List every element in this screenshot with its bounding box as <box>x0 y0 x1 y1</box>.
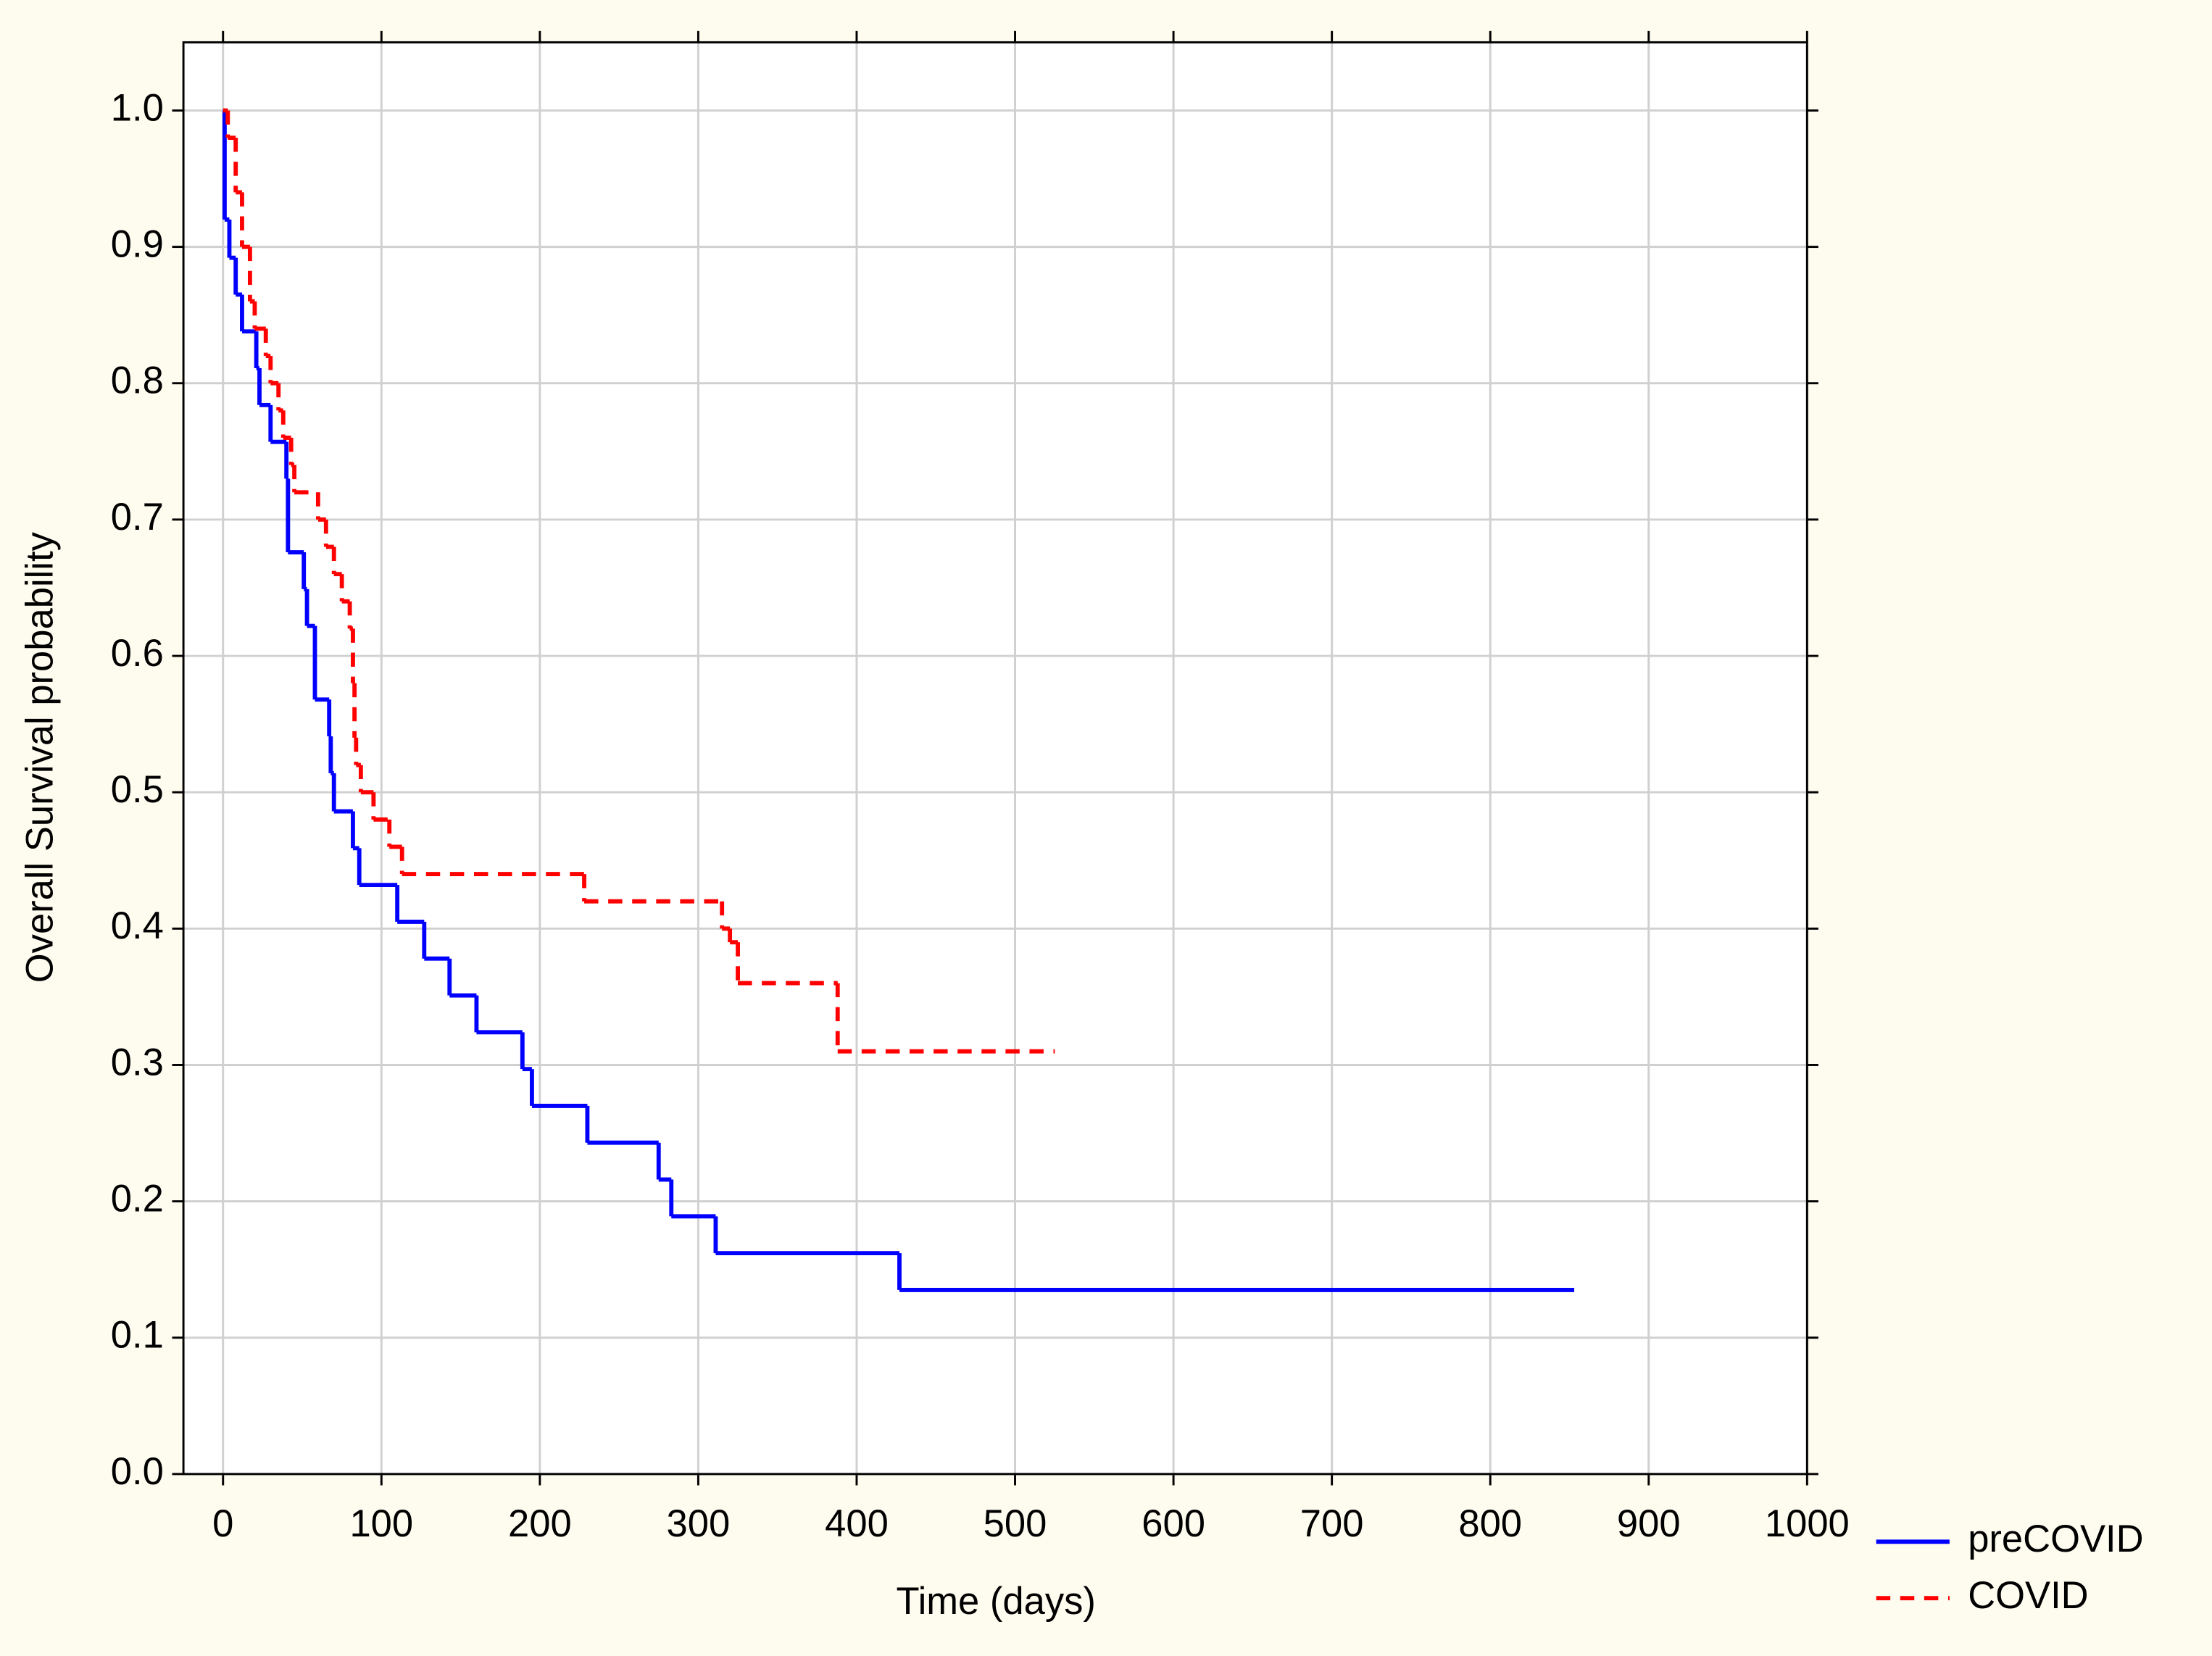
x-tick-label: 500 <box>984 1502 1047 1545</box>
y-tick-label: 0.4 <box>111 904 164 947</box>
x-tick-label: 300 <box>667 1502 731 1545</box>
x-tick-label: 700 <box>1300 1502 1364 1545</box>
x-tick-label: 1000 <box>1765 1502 1850 1545</box>
y-tick-label: 0.9 <box>111 222 164 265</box>
y-tick-label: 1.0 <box>111 86 164 129</box>
plot-frame <box>182 41 1808 1476</box>
plot-area <box>183 42 1808 1474</box>
y-tick-label: 0.0 <box>111 1450 164 1493</box>
x-tick-label: 800 <box>1458 1502 1522 1545</box>
y-tick-label: 0.3 <box>111 1041 164 1083</box>
legend: preCOVID COVID <box>1876 1518 2144 1617</box>
legend-label: preCOVID <box>1968 1518 2143 1560</box>
x-tick-label: 200 <box>508 1502 572 1545</box>
x-axis-label: Time (days) <box>896 1580 1095 1623</box>
x-tick-label: 600 <box>1142 1502 1205 1545</box>
legend-label: COVID <box>1968 1574 2088 1617</box>
x-tick-label: 100 <box>349 1502 413 1545</box>
y-tick-label: 0.7 <box>111 496 164 538</box>
y-tick-label: 0.5 <box>111 768 164 811</box>
y-tick-label: 0.1 <box>111 1314 164 1357</box>
x-tick-label: 0 <box>212 1502 233 1545</box>
x-tick-label: 400 <box>825 1502 889 1545</box>
x-tick-label: 900 <box>1617 1502 1681 1545</box>
y-tick-label: 0.8 <box>111 359 164 402</box>
y-tick-label: 0.6 <box>111 632 164 675</box>
y-axis-label: Overall Survival probability <box>18 531 61 983</box>
marks <box>223 108 1575 1292</box>
y-tick-label: 0.2 <box>111 1178 164 1220</box>
